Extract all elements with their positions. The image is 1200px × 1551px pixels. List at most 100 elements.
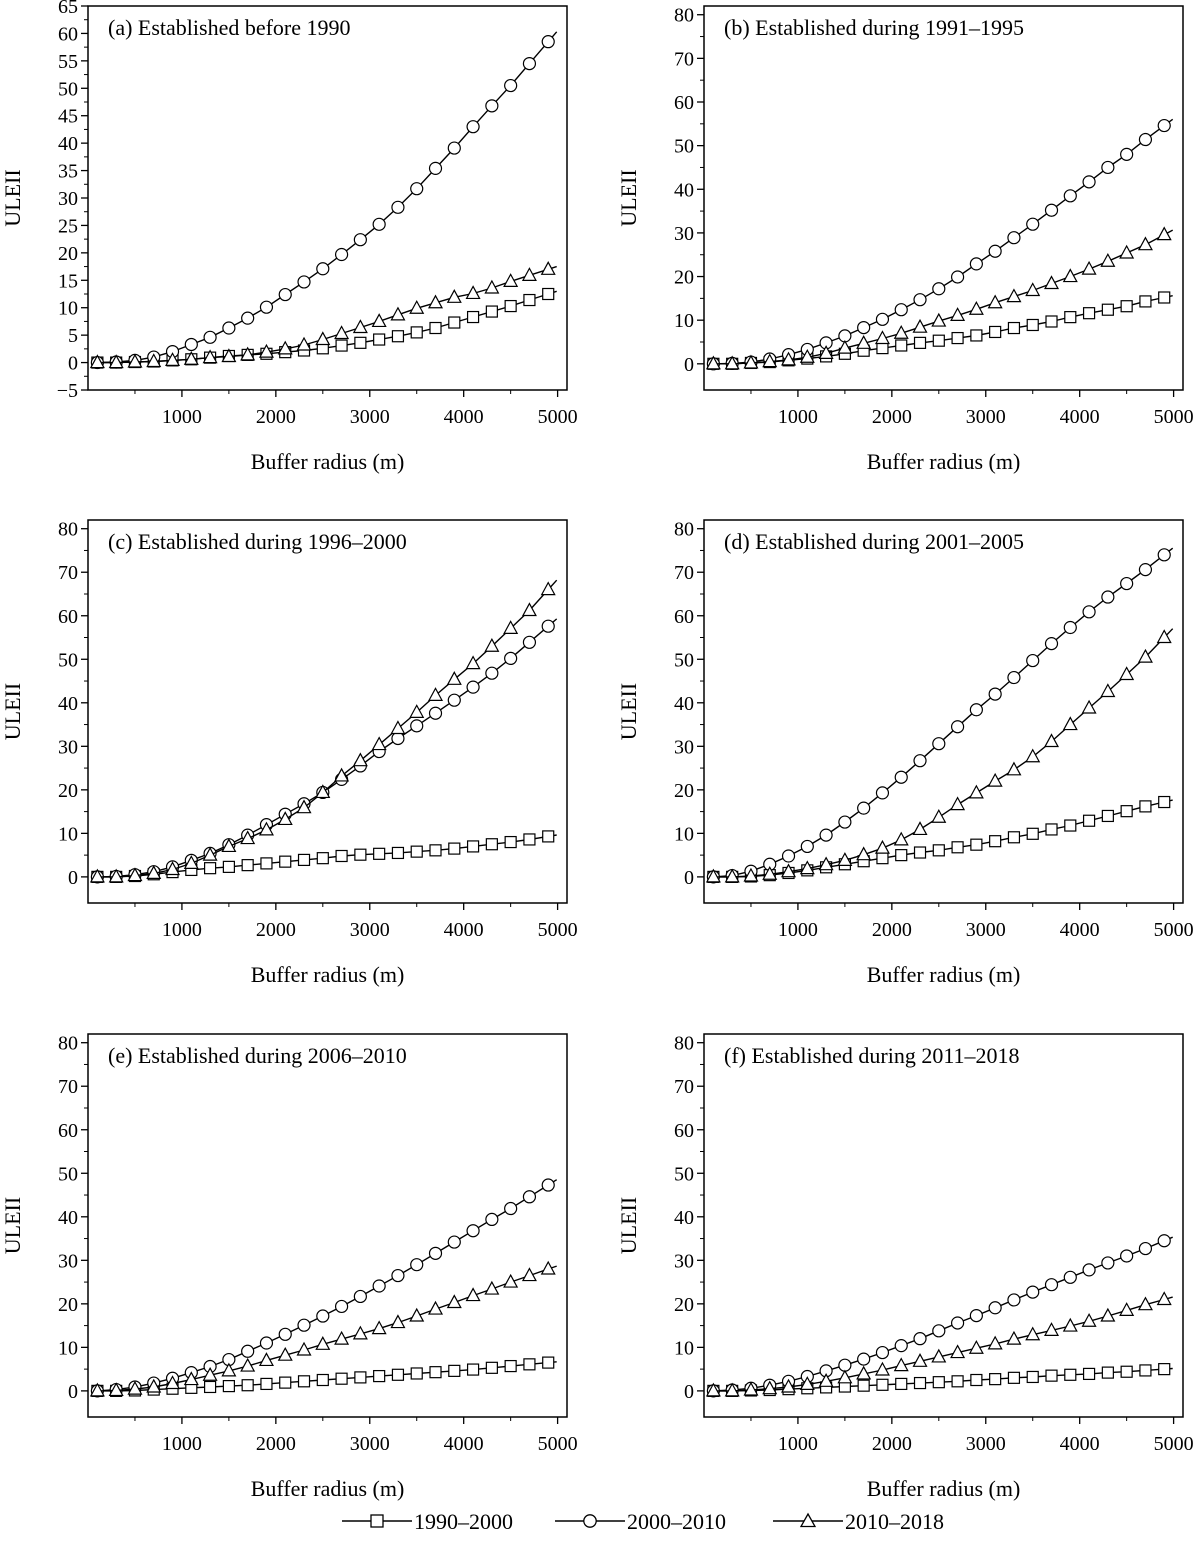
data-point-square [297,1375,311,1388]
data-point-triangle [1062,1317,1078,1332]
data-point-circle [447,1235,461,1249]
plot-frame [87,519,568,904]
data-point-square [485,305,498,318]
panel-title: (d) Established during 2001–2005 [724,529,1024,554]
series-square [707,795,1173,883]
data-point-circle [466,680,480,694]
legend-item-1990-2000: 1990–2000 [342,1509,513,1534]
data-point-square [429,1366,442,1379]
data-point-triangle [724,1382,740,1397]
data-point-triangle [446,1294,462,1309]
series-triangle [89,261,557,369]
data-point-triangle [762,353,778,368]
y-axis-label: ULEII [0,683,25,740]
x-axis-label: Buffer radius (m) [251,449,405,474]
x-tick-label: 4000 [444,919,484,941]
data-point-square [932,844,945,857]
series-triangle [89,1260,557,1397]
data-point-circle [875,786,890,800]
data-point-triangle [1044,275,1060,290]
x-tick-label: 2000 [872,1433,912,1455]
y-tick-label: 10 [674,310,694,332]
data-point-square [1082,814,1096,827]
plot-frame [703,519,1184,904]
data-point-square [913,1376,927,1390]
y-tick-label: 80 [58,519,78,541]
y-tick-label: 70 [674,562,694,584]
data-point-circle [1120,1249,1134,1263]
y-tick-label: 50 [674,136,694,158]
data-point-square [485,838,498,851]
series-triangle [705,226,1174,370]
data-point-square [951,1375,964,1388]
data-point-circle [1063,1270,1077,1284]
panel-title: (b) Established during 1991–1995 [724,15,1024,40]
data-point-circle [504,651,518,666]
data-point-circle [1120,147,1134,161]
x-tick-label: 5000 [538,1433,578,1455]
data-point-square [1158,291,1171,304]
data-point-triangle [987,772,1003,787]
data-point-triangle [428,1300,444,1315]
data-point-triangle [818,856,834,871]
data-point-circle [184,337,198,352]
data-point-square [1120,805,1133,818]
x-axis-label: Buffer radius (m) [867,449,1021,474]
data-point-triangle [183,855,199,869]
y-tick-label: 10 [674,823,694,845]
data-point-triangle [409,300,425,314]
plot-frame [87,5,568,391]
x-tick-label: 4000 [444,406,484,428]
data-point-square [913,846,927,859]
data-point-triangle [503,620,519,634]
data-point-square [1158,795,1171,809]
data-point-square [1101,303,1114,316]
data-point-square [542,1356,555,1369]
x-tick-label: 3000 [350,1433,390,1455]
data-point-triangle [1137,1296,1153,1311]
series-triangle [705,628,1174,883]
data-point-triangle [818,345,834,359]
data-point-circle [1101,1256,1115,1270]
data-point-square [1139,800,1152,813]
data-point-triangle [781,863,797,878]
data-point-circle [1007,1293,1021,1307]
data-point-triangle [987,1335,1003,1350]
data-point-triangle [202,846,218,861]
data-point-triangle [146,1378,162,1393]
data-point-triangle [799,860,815,875]
data-point-triangle [108,1382,124,1397]
data-point-square [876,1378,889,1391]
y-tick-label: 70 [674,48,694,70]
data-point-triangle [540,1260,556,1275]
plot-frame [703,1033,1184,1418]
data-point-circle [203,330,217,344]
data-point-square [1158,1363,1171,1376]
x-tick-label: 3000 [966,406,1006,428]
data-point-square [241,859,254,872]
data-point-circle [241,311,255,325]
data-point-circle [1157,118,1171,133]
y-tick-label: 15 [58,270,78,292]
data-point-circle [1138,1241,1153,1256]
data-point-square [1026,1370,1039,1384]
data-point-triangle [258,343,274,358]
series-circle [90,31,558,370]
data-point-square [1007,1371,1021,1384]
data-point-triangle [146,353,162,368]
data-point-circle [1026,653,1040,668]
data-point-circle [838,1358,852,1372]
y-tick-label: 70 [674,1076,694,1098]
data-point-circle [950,1316,965,1330]
legend-label: 1990–2000 [414,1509,513,1534]
data-point-circle [988,244,1002,258]
y-axis-label: ULEII [0,169,25,226]
data-point-circle [504,78,518,93]
data-point-circle [522,56,537,71]
data-point-triangle [409,704,425,718]
data-point-circle [541,619,555,633]
series-square [91,830,557,883]
series-line [713,118,1174,365]
data-point-square [1139,295,1152,308]
data-point-square [876,852,889,865]
